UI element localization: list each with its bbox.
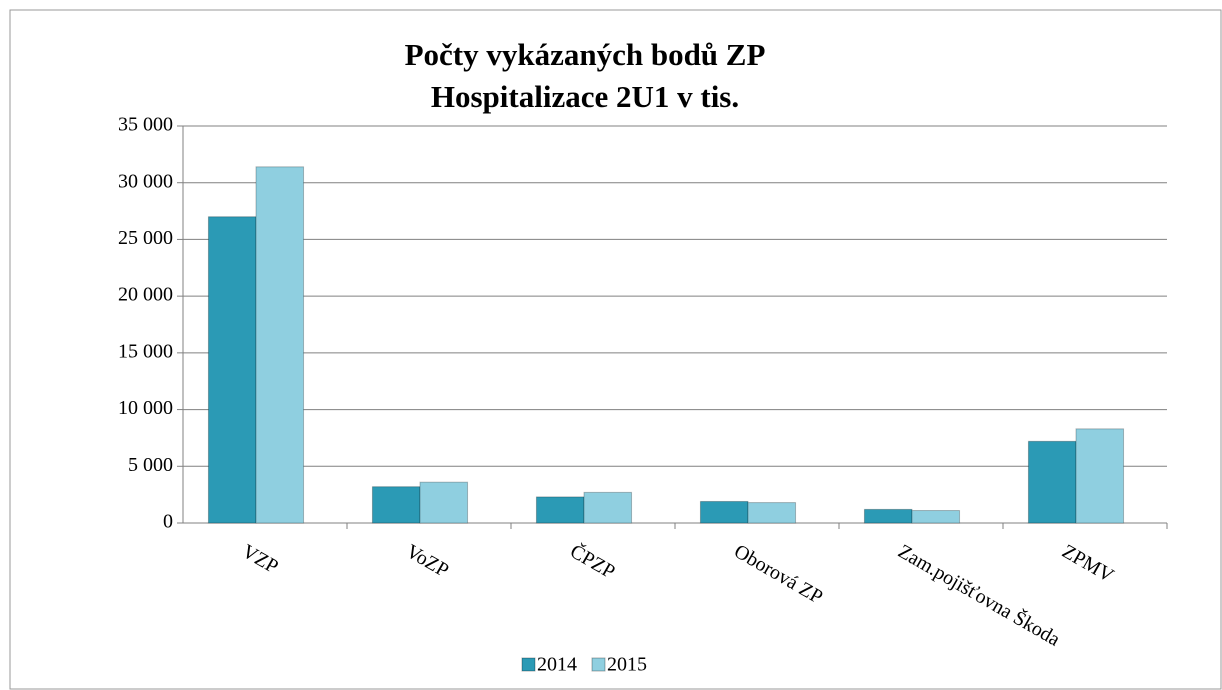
legend-swatch (521, 657, 536, 672)
bar (1075, 428, 1125, 524)
bar (1027, 440, 1077, 524)
legend-label: 2015 (607, 654, 647, 676)
bar (699, 500, 749, 524)
bar (255, 166, 305, 524)
bar (863, 508, 913, 524)
bar (207, 216, 257, 524)
legend-label: 2014 (537, 654, 577, 676)
bar (535, 496, 585, 524)
chart-title: Počty vykázaných bodů ZP (405, 37, 766, 72)
y-tick-label: 30 000 (118, 170, 173, 192)
bar (747, 502, 797, 524)
bar (583, 491, 633, 524)
y-tick-label: 0 (163, 511, 173, 533)
y-tick-label: 25 000 (118, 227, 173, 249)
bar (371, 486, 421, 524)
y-tick-label: 15 000 (118, 340, 173, 362)
legend-swatch (591, 657, 606, 672)
bar (911, 510, 961, 524)
y-tick-label: 10 000 (118, 397, 173, 419)
y-tick-label: 20 000 (118, 284, 173, 306)
y-tick-label: 5 000 (128, 454, 173, 476)
y-tick-label: 35 000 (118, 114, 173, 136)
bar (419, 481, 469, 524)
chart-title: Hospitalizace 2U1 v tis. (431, 79, 739, 114)
